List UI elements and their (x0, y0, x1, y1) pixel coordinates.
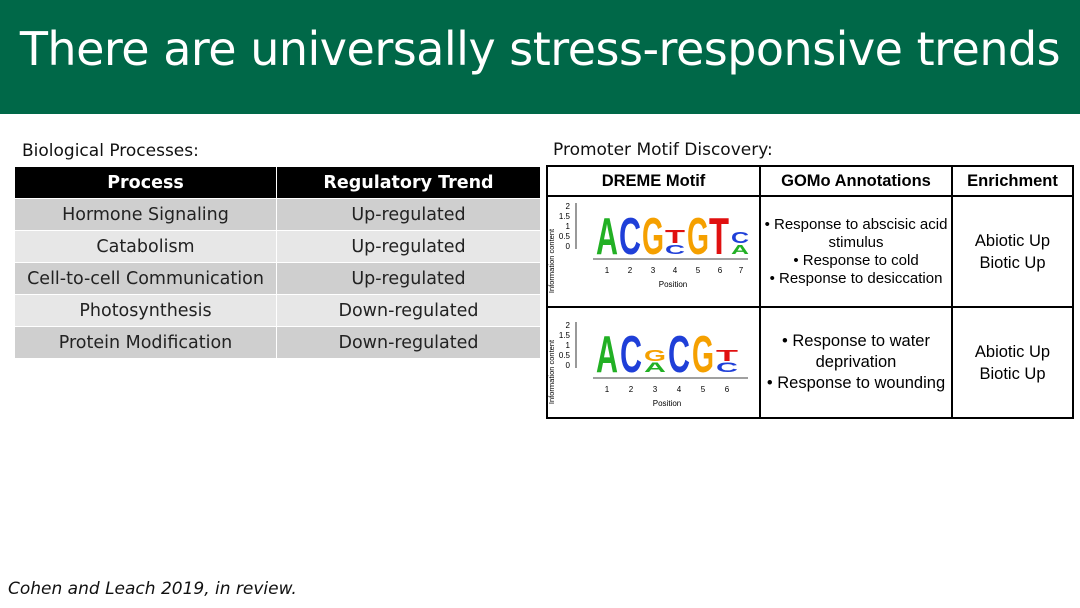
logo-letter-C: C (668, 326, 690, 384)
trend-cell: Down-regulated (276, 294, 541, 327)
logo-letter-C: C (731, 230, 750, 247)
logo-letter-A: A (596, 208, 618, 266)
logo-letter-A: A (596, 326, 618, 384)
trend-cell: Down-regulated (276, 326, 541, 359)
motif-table: DREME Motif GOMo Annotations Enrichment … (546, 165, 1074, 419)
process-cell: Catabolism (14, 230, 277, 263)
annotation-list: Response to water deprivation Response t… (761, 331, 951, 394)
logo-ylabel: Information content (548, 339, 556, 404)
logo-xtick: 4 (677, 385, 682, 394)
annotation-item: Response to wounding (761, 373, 951, 394)
logo-letter-G: G (692, 326, 714, 384)
column-header-gomo-annotations: GOMo Annotations (759, 165, 953, 197)
logo-ytick: 1.5 (559, 331, 571, 340)
logo-xtick: 4 (673, 266, 678, 275)
logo-letter-T: T (716, 348, 738, 365)
logo-xtick: 5 (696, 266, 701, 275)
column-header-trend: Regulatory Trend (276, 166, 541, 199)
table-header-row: Process Regulatory Trend (14, 166, 541, 199)
logo-ylabel: Information content (548, 228, 556, 293)
column-header-dreme-motif: DREME Motif (546, 165, 761, 197)
motif-header-row: DREME Motif GOMo Annotations Enrichment (546, 165, 1074, 197)
logo-xtick: 1 (605, 385, 610, 394)
logo-ytick: 2 (566, 202, 571, 211)
table-row: Cell-to-cell Communication Up-regulated (14, 262, 541, 295)
logo-letter-C: C (716, 359, 738, 375)
logo-xlabel: Position (653, 399, 681, 408)
logo-letter-G: G (644, 348, 666, 365)
enrichment-value: Biotic Up (979, 364, 1046, 383)
motif-logo-2: Information content 2 1.5 1 0.5 0 A C G … (547, 321, 748, 408)
logo-xtick: 6 (725, 385, 730, 394)
logo-letter-G: G (687, 208, 709, 266)
logo-xtick: 5 (701, 385, 706, 394)
gomo-annotations-cell: Response to abscisic acid stimulus Respo… (759, 195, 953, 308)
logo-xtick: 1 (605, 266, 610, 275)
motif-logo-cell: Information content 2 1.5 1 0.5 0 A C G … (546, 306, 761, 419)
logo-ytick: 0 (566, 242, 571, 251)
annotation-item: Response to cold (761, 252, 951, 270)
column-header-enrichment: Enrichment (951, 165, 1074, 197)
slide-title: There are universally stress-responsive … (19, 22, 1061, 76)
citation: Cohen and Leach 2019, in review. (8, 579, 297, 599)
logo-xlabel: Position (659, 280, 687, 289)
enrichment-value: Abiotic Up (974, 231, 1051, 250)
process-cell: Hormone Signaling (14, 198, 277, 231)
logo-letter-T: T (665, 227, 685, 247)
motif-logo-1: Information content 2 1.5 1 0.5 0 A C G … (547, 202, 750, 293)
process-cell: Cell-to-cell Communication (14, 262, 277, 295)
table-row: Photosynthesis Down-regulated (14, 294, 541, 327)
annotation-list: Response to abscisic acid stimulus Respo… (761, 216, 951, 288)
table-row: Protein Modification Down-regulated (14, 326, 541, 359)
table-row: Hormone Signaling Up-regulated (14, 198, 541, 231)
biological-processes-table: Process Regulatory Trend Hormone Signali… (14, 166, 541, 359)
enrichment-cell: Abiotic Up Biotic Up (951, 306, 1074, 419)
biological-processes-label: Biological Processes: (22, 141, 199, 161)
logo-letter-T: T (709, 208, 729, 266)
annotation-item: Response to abscisic acid stimulus (761, 216, 951, 252)
enrichment-cell: Abiotic Up Biotic Up (951, 195, 1074, 308)
logo-letter-G: G (642, 208, 664, 266)
title-band: There are universally stress-responsive … (0, 0, 1080, 114)
logo-xtick: 3 (653, 385, 658, 394)
logo-xtick: 3 (651, 266, 656, 275)
motif-discovery-label: Promoter Motif Discovery: (553, 140, 773, 160)
logo-ytick: 1 (566, 341, 571, 350)
process-cell: Photosynthesis (14, 294, 277, 327)
logo-ytick: 2 (566, 321, 571, 330)
enrichment-value: Abiotic Up (974, 342, 1051, 361)
motif-row: Information content 2 1.5 1 0.5 0 A C G … (546, 195, 1074, 308)
logo-xtick: 6 (718, 266, 723, 275)
logo-xtick: 2 (628, 266, 633, 275)
logo-ytick: 0.5 (559, 232, 571, 241)
trend-cell: Up-regulated (276, 198, 541, 231)
logo-letter-C: C (620, 326, 642, 384)
logo-ytick: 1 (566, 222, 571, 231)
logo-xtick: 2 (629, 385, 634, 394)
trend-cell: Up-regulated (276, 262, 541, 295)
logo-ytick: 1.5 (559, 212, 571, 221)
trend-cell: Up-regulated (276, 230, 541, 263)
logo-ytick: 0.5 (559, 351, 571, 360)
logo-letter-C: C (619, 208, 641, 266)
logo-xtick: 7 (739, 266, 744, 275)
process-cell: Protein Modification (14, 326, 277, 359)
logo-letter-A: A (644, 359, 666, 375)
motif-row: Information content 2 1.5 1 0.5 0 A C G … (546, 306, 1074, 419)
annotation-item: Response to desiccation (761, 270, 951, 288)
logo-ytick: 0 (566, 361, 571, 370)
column-header-process: Process (14, 166, 277, 199)
enrichment-value: Biotic Up (979, 253, 1046, 272)
table-row: Catabolism Up-regulated (14, 230, 541, 263)
logo-letter-C: C (665, 242, 686, 257)
gomo-annotations-cell: Response to water deprivation Response t… (759, 306, 953, 419)
annotation-item: Response to water deprivation (761, 331, 951, 373)
motif-logo-cell: Information content 2 1.5 1 0.5 0 A C G … (546, 195, 761, 308)
logo-letter-A: A (731, 242, 750, 257)
